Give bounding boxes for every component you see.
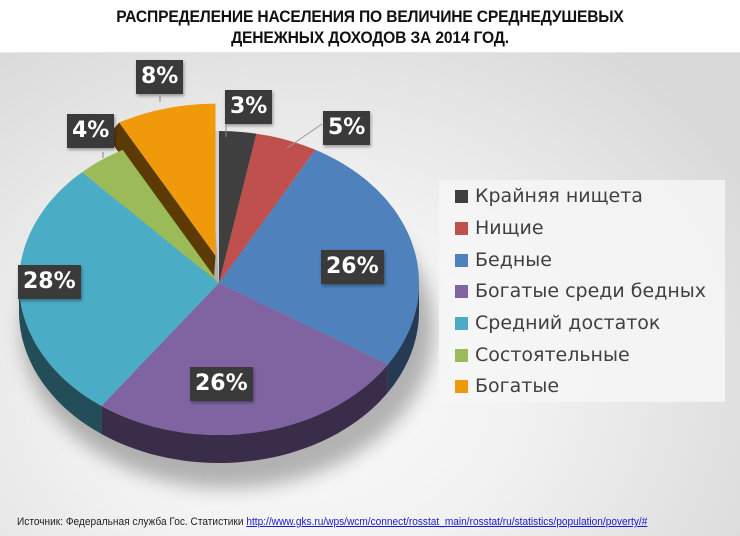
legend-label: Средний достаток [475,312,661,334]
data-label-rich: 8% [136,60,184,94]
pie-slice-2 [219,149,419,365]
data-label-rich-among-poor: 26% [190,367,253,401]
legend-swatch [455,348,468,362]
legend-swatch [455,284,468,298]
legend-label: Богатые [475,375,560,397]
pie-side-2 [387,283,419,393]
legend-swatch [455,221,468,235]
legend-item-poor: Нищие [455,213,544,243]
chart-legend: Крайняя нищета Нищие Бедные Богатые сред… [439,180,725,402]
legend-item-rich: Богатые [455,371,559,401]
pie-slice-0 [219,131,257,283]
legend-swatch [455,379,468,393]
source-note: Источник: Федеральная служба Гос. Статис… [17,516,647,528]
pie-slice-4 [19,172,219,406]
pie-slice-1 [219,133,316,283]
legend-item-rich-among-poor: Богатые среди бедных [455,276,706,306]
legend-label: Состоятельные [475,344,630,366]
data-label-poor: 5% [323,111,371,145]
pie-slice-6 [119,103,216,256]
pie-side-4 [19,283,102,434]
legend-item-low-income: Бедные [455,245,552,275]
pie-top-faces [19,103,419,435]
data-label-middle-income: 28% [18,265,81,299]
source-label: Источник: Федеральная служба Гос. Статис… [17,516,244,528]
legend-item-extreme-poverty: Крайняя нищета [455,181,643,211]
pie-side-3 [101,364,388,463]
legend-label: Бедные [475,249,552,271]
chart-title-line-2: ДЕНЕЖНЫХ ДОХОДОВ ЗА 2014 ГОД. [231,28,509,47]
legend-swatch [455,253,468,267]
data-label-low-income: 26% [321,250,384,284]
data-label-well-off: 4% [67,114,115,148]
legend-label: Богатые среди бедных [475,280,707,302]
legend-label: Крайняя нищета [475,185,643,207]
data-label-extreme-poverty: 3% [225,90,273,124]
pie-slice-5 [82,149,219,283]
legend-swatch [455,316,468,330]
pie-slice-3 [101,283,388,435]
legend-item-middle-income: Средний достаток [455,308,660,338]
chart-title-line-1: РАСПРЕДЕЛЕНИЕ НАСЕЛЕНИЯ ПО ВЕЛИЧИНЕ СРЕД… [116,7,624,26]
chart-title: РАСПРЕДЕЛЕНИЕ НАСЕЛЕНИЯ ПО ВЕЛИЧИНЕ СРЕД… [30,6,711,48]
legend-label: Нищие [475,217,544,239]
legend-item-well-off: Состоятельные [455,340,630,370]
source-link[interactable]: http://www.gks.ru/wps/wcm/connect/rossta… [246,516,648,528]
legend-swatch [455,189,468,203]
leader-line-5 [286,123,323,149]
